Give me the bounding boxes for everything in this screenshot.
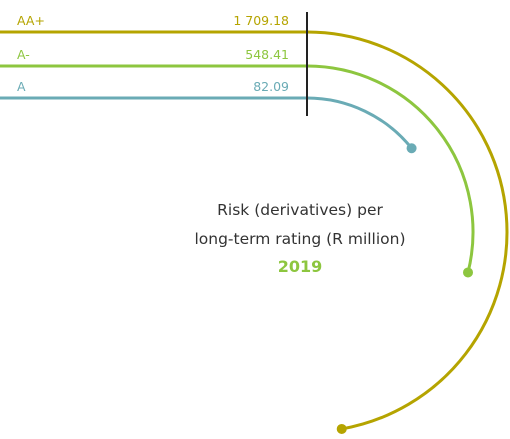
value-label: 1 709.18: [233, 13, 289, 28]
bar-arc-a: [0, 96, 414, 150]
title-year: 2019: [278, 257, 323, 276]
bar-group: [0, 30, 509, 434]
category-label: A: [17, 79, 26, 94]
bar-arc-aminus: [0, 64, 475, 274]
title-line-2: long-term rating (R million): [194, 230, 405, 248]
bar-end-dot: [336, 423, 347, 434]
label-group: AA+ 1 709.18 A- 548.41 A 82.09: [17, 13, 289, 94]
chart-title: Risk (derivatives) per long-term rating …: [194, 201, 405, 276]
bar-end-dot: [463, 267, 473, 278]
value-label: 82.09: [253, 79, 289, 94]
title-line-1: Risk (derivatives) per: [217, 201, 383, 219]
value-label: 548.41: [245, 47, 289, 62]
category-label: AA+: [17, 13, 45, 28]
category-label: A-: [17, 47, 30, 62]
bar-end-dot: [406, 143, 417, 154]
bar-arc-aaplus: [0, 30, 509, 431]
